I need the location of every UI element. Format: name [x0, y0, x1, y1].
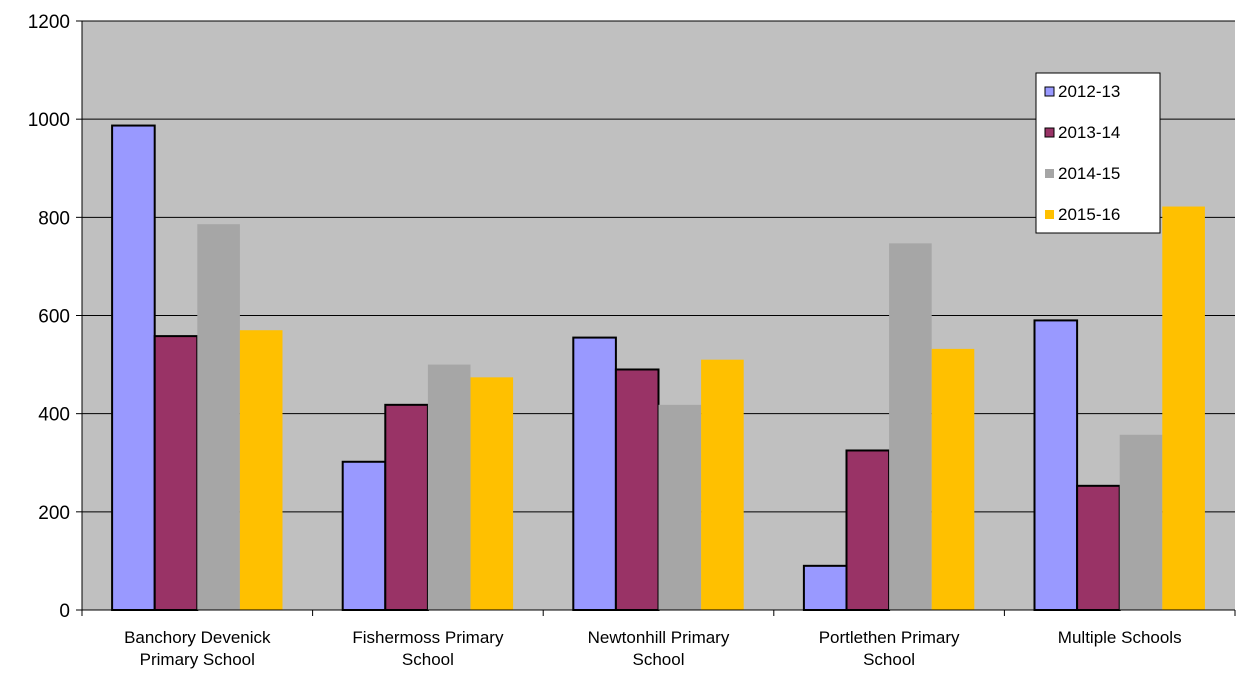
legend-box: [1035, 72, 1161, 234]
legend-label: 2013-14: [1058, 123, 1120, 142]
bar-2015-16-0: [239, 330, 283, 610]
x-category-label: Multiple Schools: [1058, 628, 1182, 647]
legend-swatch: [1045, 210, 1054, 219]
series-2013-14: [153, 335, 1121, 611]
legend-item: 2014-15: [1045, 164, 1120, 183]
bar-2013-14-2: [614, 368, 660, 611]
legend-item: 2015-16: [1045, 205, 1120, 224]
x-axis-labels: Banchory Devenick Primary School Fishermos…: [81, 610, 1236, 669]
legend-swatch: [1045, 169, 1054, 178]
bar-2013-14-1: [384, 403, 429, 611]
x-category-label: Newtonhill Primary School: [588, 628, 730, 669]
bar-2012-13-1: [341, 460, 387, 612]
bar-2013-14-3: [845, 449, 891, 611]
series-2014-15: [197, 224, 1163, 610]
legend-label: 2014-15: [1058, 164, 1120, 183]
y-tick-label: 800: [38, 208, 70, 229]
legend-swatch: [1044, 127, 1055, 138]
legend-swatch: [1044, 86, 1055, 97]
bar-2013-14-4: [1076, 484, 1121, 611]
bar-2014-15-1: [427, 364, 471, 610]
y-tick-label: 1200: [28, 12, 70, 33]
bar-2014-15-4: [1119, 434, 1163, 610]
bar-2015-16-2: [701, 359, 744, 610]
x-category-label: Banchory Devenick Primary School: [124, 628, 271, 669]
bar-2014-15-0: [197, 224, 240, 610]
x-category-label: Portlethen Primary School: [819, 628, 960, 669]
y-tick-label: 1000: [28, 110, 70, 131]
legend-label: 2015-16: [1058, 205, 1120, 224]
bar-2015-16-4: [1162, 206, 1205, 610]
bar-2015-16-1: [470, 377, 514, 610]
y-tick-label: 0: [59, 601, 70, 622]
y-tick-label: 200: [38, 503, 70, 524]
bar-2012-13-2: [572, 336, 617, 611]
series-2015-16: [239, 206, 1205, 610]
bar-2012-13-0: [111, 124, 156, 612]
bar-2012-13-4: [1033, 319, 1079, 611]
legend-item: 2013-14: [1044, 123, 1120, 142]
y-tick-label: 400: [38, 405, 70, 426]
legend: 2012-13 2013-14 2014-15 2015-16: [1035, 72, 1161, 234]
bars: [111, 124, 1205, 612]
y-axis-ticks: 0 200 400 600 800 1000 1200: [28, 12, 82, 622]
y-tick-label: 600: [38, 307, 70, 328]
bar-2014-15-2: [658, 404, 702, 610]
bar-2014-15-3: [889, 243, 932, 610]
bar-2015-16-3: [931, 348, 975, 610]
bar-2012-13-3: [802, 564, 848, 612]
legend-label: 2012-13: [1058, 82, 1120, 101]
x-category-label: Fishermoss Primary School: [352, 628, 504, 669]
bar-2013-14-0: [153, 335, 199, 611]
legend-item: 2012-13: [1044, 82, 1120, 101]
